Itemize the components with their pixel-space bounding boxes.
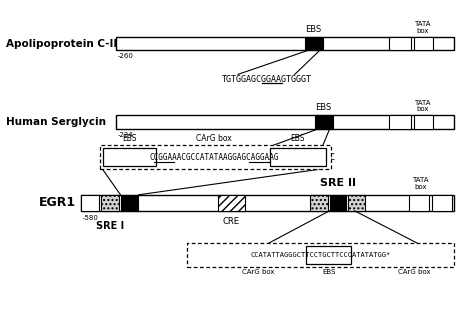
Bar bbox=[81, 195, 99, 211]
Bar bbox=[306, 246, 352, 264]
Bar bbox=[120, 195, 138, 211]
Text: CArG box: CArG box bbox=[196, 134, 232, 143]
Bar bbox=[347, 195, 365, 211]
Bar bbox=[414, 115, 433, 129]
Text: Human Serglycin: Human Serglycin bbox=[6, 117, 106, 127]
Text: CRE: CRE bbox=[222, 217, 239, 226]
Bar bbox=[315, 115, 333, 129]
Bar bbox=[432, 195, 452, 211]
Text: SRE I: SRE I bbox=[95, 221, 124, 231]
Text: -580: -580 bbox=[82, 215, 99, 221]
Text: SRE II: SRE II bbox=[319, 178, 356, 188]
Text: TGTGGAGCGGAAGTGGGT: TGTGGAGCGGAAGTGGGT bbox=[222, 75, 312, 84]
Text: EGR1: EGR1 bbox=[39, 196, 76, 209]
Text: TATA
box: TATA box bbox=[412, 177, 428, 190]
Text: CCGGAAACGCCATATAAGGAGCAGGAAG: CCGGAAACGCCATATAAGGAGCAGGAAG bbox=[149, 152, 279, 162]
Text: TATA
box: TATA box bbox=[414, 100, 430, 112]
Text: -260: -260 bbox=[118, 54, 133, 60]
FancyBboxPatch shape bbox=[187, 243, 454, 266]
Text: TATA
box: TATA box bbox=[414, 21, 430, 34]
Text: EBS: EBS bbox=[291, 134, 305, 143]
Text: CCATATTAGGGCTTCCTGCTTCCCATATATGG*: CCATATTAGGGCTTCCTGCTTCCCATATATGG* bbox=[250, 252, 391, 258]
Bar bbox=[389, 37, 411, 50]
Bar bbox=[310, 195, 328, 211]
Text: EBS: EBS bbox=[316, 103, 332, 112]
Bar bbox=[116, 115, 454, 129]
FancyBboxPatch shape bbox=[100, 145, 330, 169]
Bar bbox=[100, 195, 118, 211]
Text: EBS: EBS bbox=[322, 268, 335, 274]
Bar bbox=[116, 37, 454, 50]
Bar bbox=[81, 195, 454, 211]
Text: EBS: EBS bbox=[122, 134, 137, 143]
Text: -224: -224 bbox=[118, 132, 133, 138]
Bar bbox=[305, 37, 323, 50]
Text: Apolipoprotein C-II: Apolipoprotein C-II bbox=[6, 38, 117, 49]
Text: TTTGTTCAGGAAATTGTGAC: TTTGTTCAGGAAATTGTGAC bbox=[236, 153, 336, 163]
Bar bbox=[389, 115, 411, 129]
Bar bbox=[218, 195, 245, 211]
Bar bbox=[329, 195, 346, 211]
Bar bbox=[414, 37, 433, 50]
Text: CArG box: CArG box bbox=[398, 268, 430, 274]
Text: EBS: EBS bbox=[306, 25, 322, 34]
Text: CArG box: CArG box bbox=[242, 268, 274, 274]
Bar bbox=[409, 195, 429, 211]
Bar bbox=[270, 148, 326, 166]
Bar bbox=[102, 148, 156, 166]
